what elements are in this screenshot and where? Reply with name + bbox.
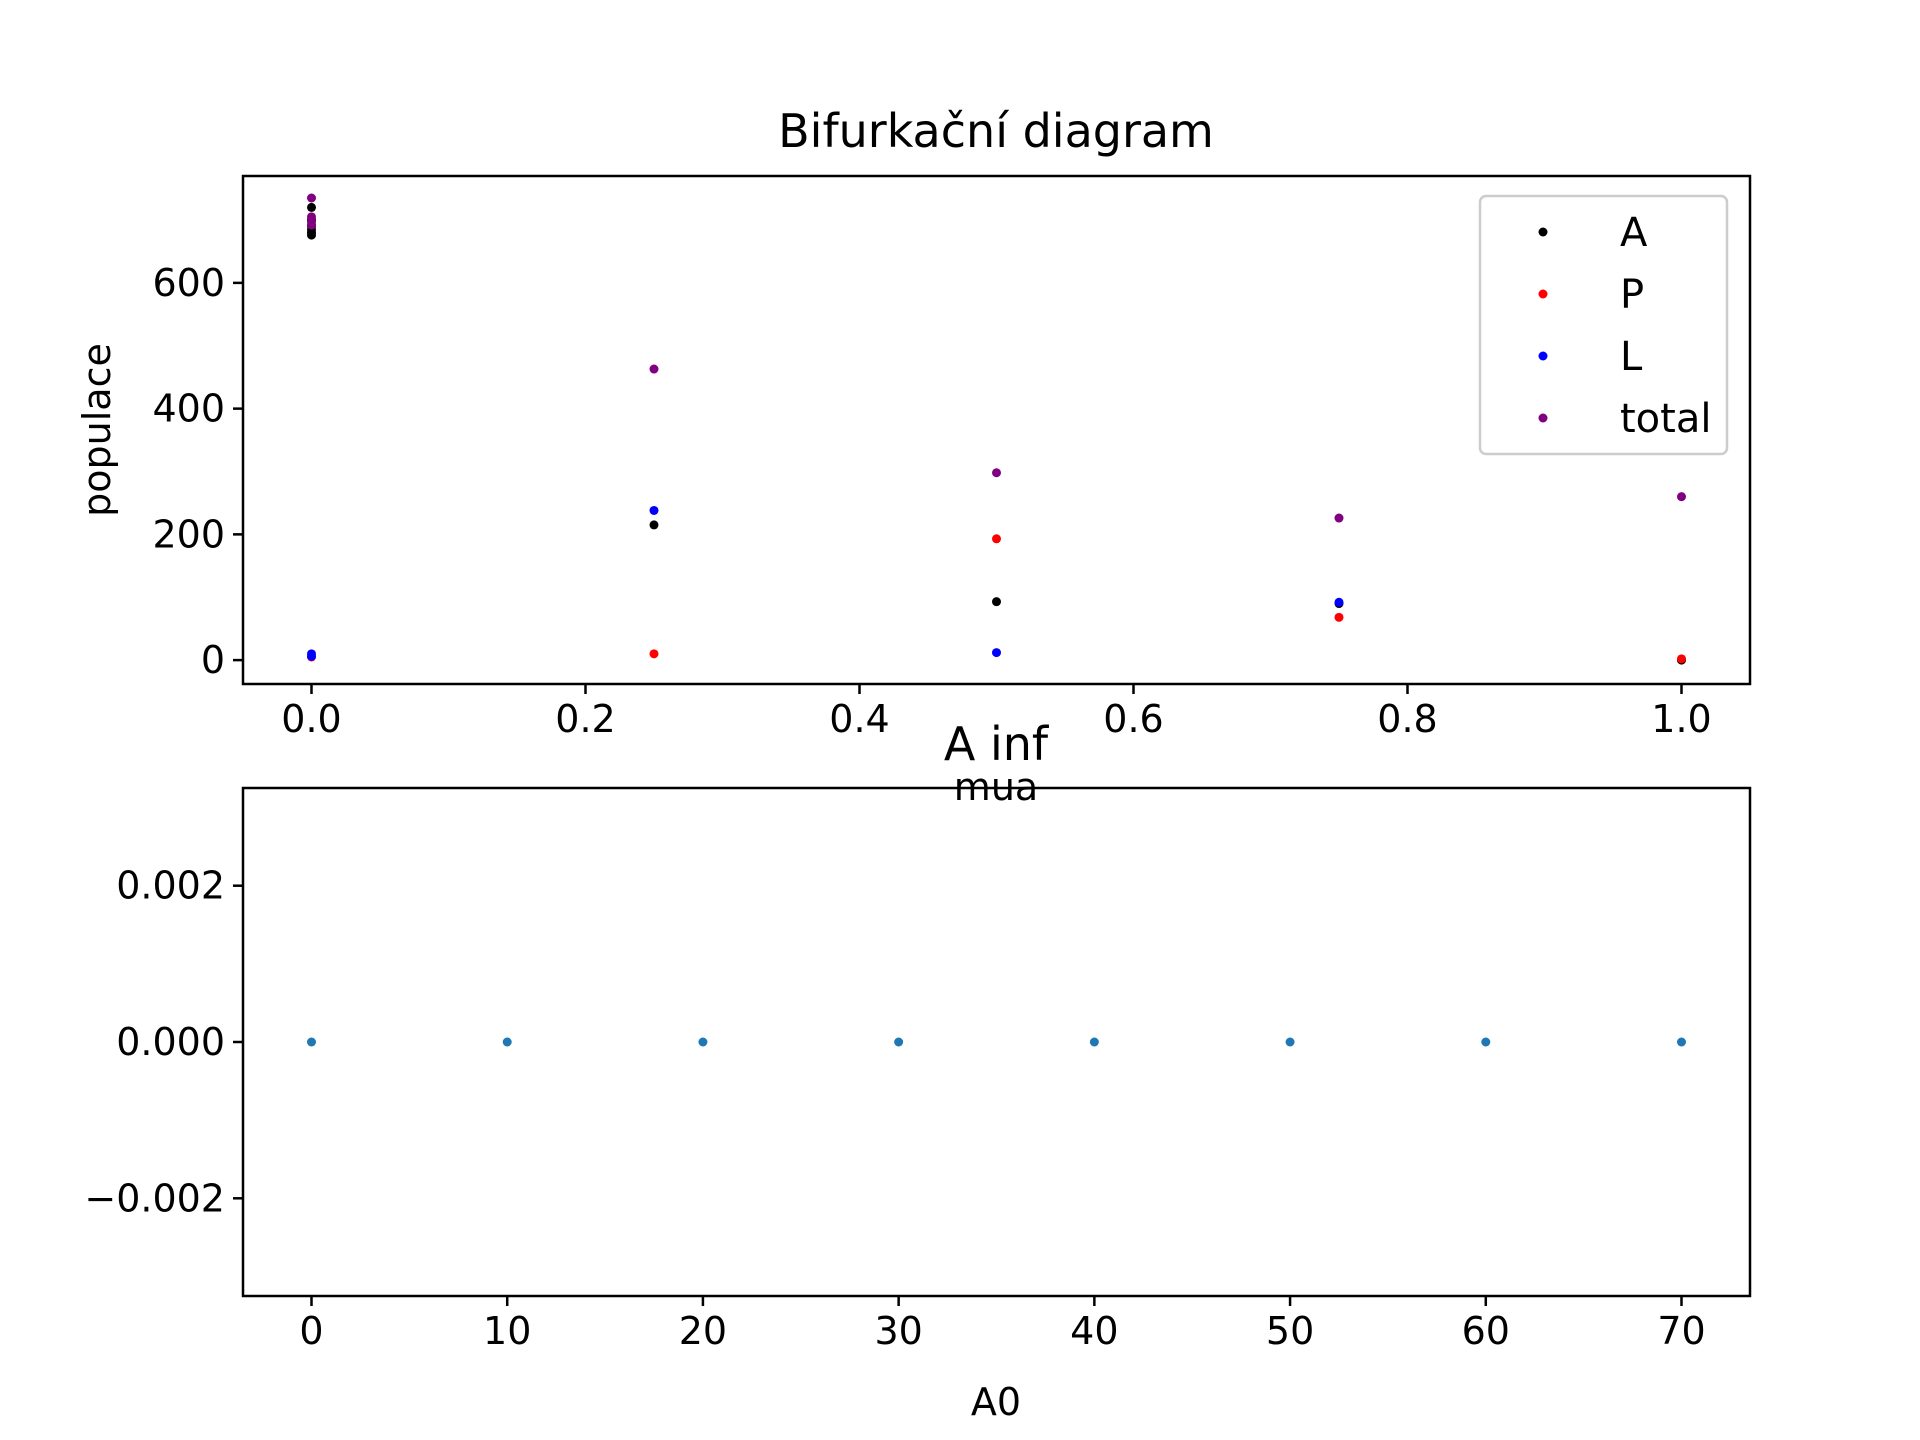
x-tick-label: 30 <box>874 1309 922 1353</box>
x-tick-label: 10 <box>483 1309 531 1353</box>
legend-marker-L <box>1538 351 1548 361</box>
a-inf-chart-y-ticks: −0.002 0.000 0.002 <box>84 864 243 1220</box>
x-tick-label: 0.0 <box>281 697 341 741</box>
point-P-2 <box>992 534 1001 544</box>
y-tick-label: 0 <box>201 638 225 682</box>
point-A-6 <box>649 520 659 530</box>
legend-box <box>1478 194 1729 456</box>
point-total-0 <box>307 193 316 203</box>
bifurcation-chart-y-ticks: 0 200 400 600 <box>152 261 243 682</box>
point-2 <box>698 1037 708 1047</box>
point-7 <box>1677 1037 1686 1047</box>
point-1 <box>502 1037 512 1047</box>
x-tick-label: 0.2 <box>555 697 615 741</box>
y-tick-label: −0.002 <box>84 1176 225 1220</box>
x-tick-label: 40 <box>1070 1309 1118 1353</box>
point-P-1 <box>649 649 659 659</box>
point-L-3 <box>992 648 1001 658</box>
bifurcation-chart-x-ticks: 0.0 0.2 0.4 0.6 0.8 1.0 <box>281 684 1712 741</box>
x-tick-label: 0.6 <box>1103 697 1163 741</box>
legend-marker-total <box>1538 413 1548 423</box>
x-tick-label: 0.4 <box>829 697 889 741</box>
x-tick-label: 50 <box>1266 1309 1314 1353</box>
point-total-4 <box>649 364 659 374</box>
point-5 <box>1285 1037 1295 1047</box>
legend-label-L: L <box>1620 334 1643 380</box>
x-tick-label: 0 <box>299 1309 323 1353</box>
point-P-3 <box>1334 612 1344 622</box>
y-tick-label: 0.002 <box>116 864 225 908</box>
legend-label-P: P <box>1620 272 1644 318</box>
a-inf-chart-x-label: A0 <box>971 1380 1021 1424</box>
a-inf-chart: 0 10 20 30 40 50 60 70 −0.002 0.000 0.002 A0 A in… <box>84 717 1752 1424</box>
x-tick-label: 1.0 <box>1651 697 1711 741</box>
y-tick-label: 400 <box>152 387 225 431</box>
legend-label-total: total <box>1620 396 1711 442</box>
bifurcation-chart-title: Bifurkační diagram <box>778 104 1214 158</box>
x-tick-label: 0.8 <box>1377 697 1437 741</box>
point-total-6 <box>1334 513 1344 523</box>
point-total-7 <box>1677 492 1686 502</box>
legend-label-A: A <box>1620 210 1648 256</box>
bifurcation-chart-points <box>307 193 1686 665</box>
bifurcation-chart-frame <box>241 174 1752 686</box>
point-A-0 <box>307 202 316 212</box>
legend-marker-P <box>1538 289 1548 299</box>
y-tick-label: 0.000 <box>116 1020 225 1064</box>
point-L-1 <box>307 651 316 661</box>
legend-marker-A <box>1538 227 1548 237</box>
bifurcation-chart: Bifurkační diagram 0.0 0.2 0.4 0.6 0.8 1.0 0 2… <box>75 104 1752 809</box>
point-0 <box>307 1037 316 1047</box>
x-tick-label: 20 <box>679 1309 727 1353</box>
bifurcation-chart-y-label: populace <box>75 343 119 517</box>
a-inf-chart-x-ticks: 0 10 20 30 40 50 60 70 <box>299 1296 1706 1353</box>
point-P-4 <box>1677 654 1686 664</box>
point-3 <box>894 1037 904 1047</box>
y-tick-label: 200 <box>152 512 225 556</box>
point-total-3 <box>307 220 316 230</box>
point-6 <box>1481 1037 1491 1047</box>
point-L-4 <box>1334 597 1344 607</box>
point-4 <box>1089 1037 1099 1047</box>
x-tick-label: 60 <box>1462 1309 1510 1353</box>
y-tick-label: 600 <box>152 261 225 305</box>
a-inf-chart-title: A inf <box>944 717 1050 771</box>
point-A-5 <box>307 230 316 240</box>
point-L-2 <box>649 505 659 515</box>
point-total-5 <box>992 468 1001 478</box>
a-inf-chart-points <box>307 1037 1686 1047</box>
x-tick-label: 70 <box>1657 1309 1705 1353</box>
point-A-7 <box>992 597 1001 607</box>
